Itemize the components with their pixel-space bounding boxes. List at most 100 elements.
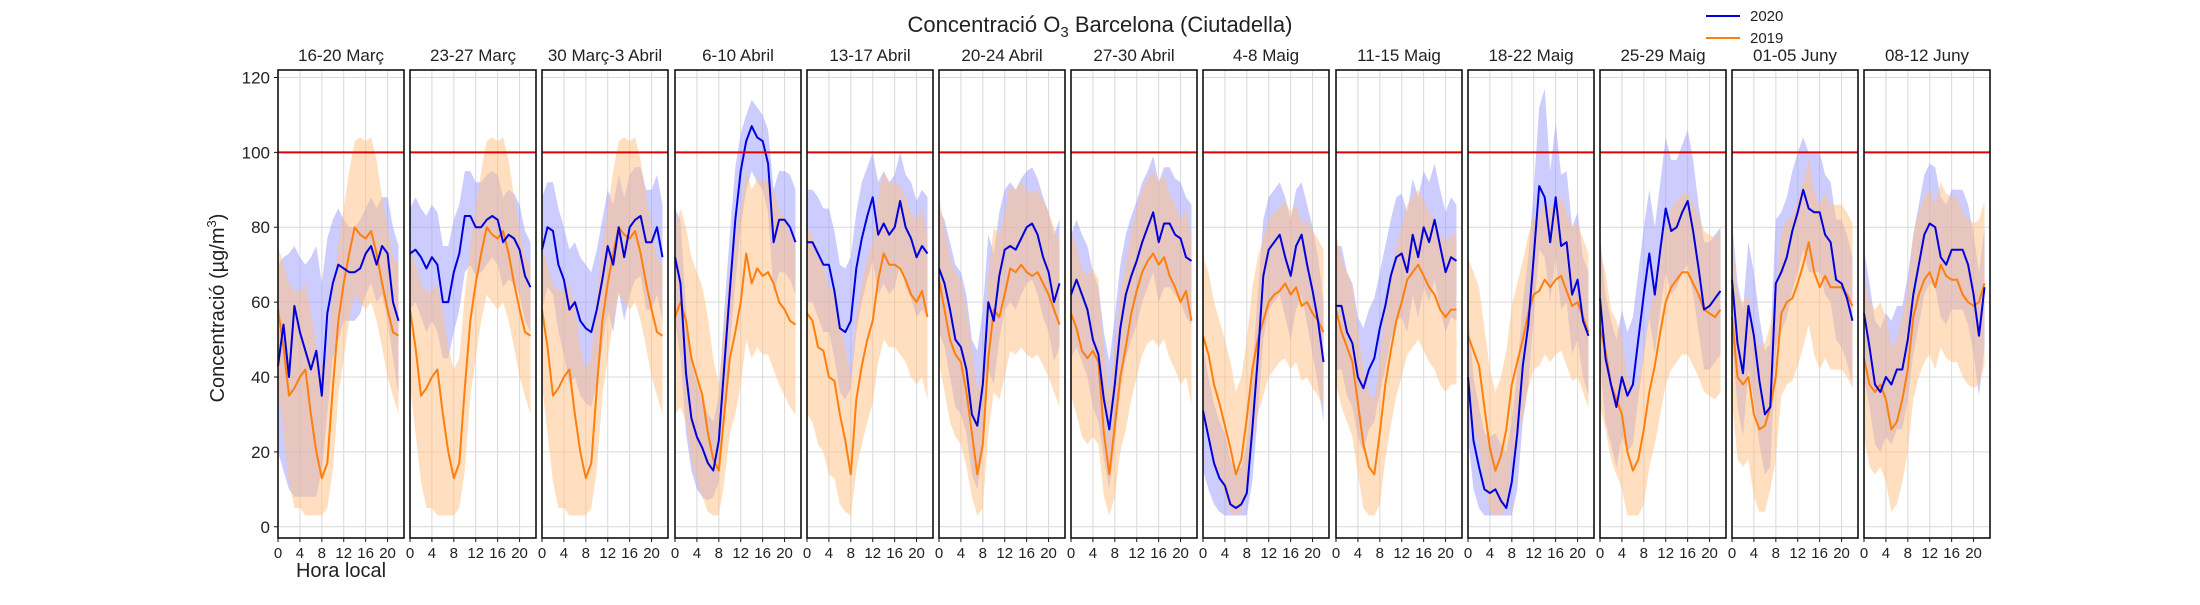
x-tick-label: 20 bbox=[1701, 545, 1718, 562]
series-2019-line bbox=[1863, 263, 1986, 431]
band-2019 bbox=[1732, 159, 1853, 512]
x-tick-label: 12 bbox=[1789, 545, 1806, 562]
panel-3: 30 Març-3 Abril 0 4 8 12 16 20 bbox=[538, 46, 669, 562]
series-2019-line bbox=[938, 263, 1061, 476]
x-tick-label: 8 bbox=[979, 545, 987, 562]
x-tick-label: 0 bbox=[1199, 545, 1207, 562]
panel-title: 16-20 Març bbox=[298, 46, 384, 65]
panel-13: 08-12 Juny 0 4 8 12 16 20 bbox=[1860, 46, 1991, 562]
panel-9: 11-15 Maig 0 4 8 12 16 20 bbox=[1332, 46, 1463, 562]
x-tick-label: 0 bbox=[1464, 545, 1472, 562]
panel-frame bbox=[806, 69, 934, 539]
x-tick-label: 4 bbox=[1750, 545, 1758, 562]
x-tick-label: 16 bbox=[886, 545, 903, 562]
x-tick-label: 4 bbox=[1882, 545, 1890, 562]
x-tick-label: 12 bbox=[732, 545, 749, 562]
y-tick-label: 40 bbox=[251, 368, 270, 387]
x-tick-label: 8 bbox=[1508, 545, 1516, 562]
x-tick-label: 0 bbox=[1596, 545, 1604, 562]
x-tick-label: 16 bbox=[1415, 545, 1432, 562]
series-2020-line bbox=[807, 196, 929, 334]
x-tick-label: 12 bbox=[599, 545, 616, 562]
panel-4: 6-10 Abril 0 4 8 12 16 20 bbox=[671, 46, 802, 562]
panel-title: 6-10 Abril bbox=[702, 46, 774, 65]
x-tick-label: 8 bbox=[1904, 545, 1912, 562]
chart-title-rest: Barcelona (Ciutadella) bbox=[1069, 12, 1293, 37]
x-tick-label: 4 bbox=[1089, 545, 1097, 562]
chart-title-subscript: 3 bbox=[1060, 24, 1068, 41]
x-tick-label: 16 bbox=[1282, 545, 1299, 562]
y-axis-label: Concentració (µg/m3) bbox=[204, 214, 229, 403]
x-tick-label: 4 bbox=[1618, 545, 1626, 562]
x-tick-label: 8 bbox=[450, 545, 458, 562]
x-tick-label: 0 bbox=[274, 545, 282, 562]
band-2019 bbox=[1600, 193, 1721, 516]
x-tick-label: 8 bbox=[1376, 545, 1384, 562]
series-2020-line bbox=[1070, 211, 1193, 431]
panel-frame bbox=[938, 69, 1066, 539]
x-tick-label: 16 bbox=[1943, 545, 1960, 562]
panel-frame bbox=[1070, 69, 1198, 539]
panel-frame bbox=[1335, 69, 1463, 539]
x-tick-label: 4 bbox=[428, 545, 436, 562]
series-2019-line bbox=[1731, 241, 1854, 431]
band-2019 bbox=[1864, 182, 1985, 512]
x-tick-label: 8 bbox=[715, 545, 723, 562]
x-tick-label: 16 bbox=[357, 545, 374, 562]
x-tick-label: 12 bbox=[1657, 545, 1674, 562]
x-tick-label: 16 bbox=[1018, 545, 1035, 562]
series-2019-line bbox=[1599, 271, 1722, 472]
x-tick-label: 0 bbox=[1067, 545, 1075, 562]
x-tick-label: 12 bbox=[335, 545, 352, 562]
x-tick-label: 8 bbox=[582, 545, 590, 562]
series-2019-line bbox=[1070, 252, 1193, 476]
panel-title: 4-8 Maig bbox=[1233, 46, 1299, 65]
x-tick-label: 4 bbox=[296, 545, 304, 562]
panel-frame bbox=[1731, 69, 1859, 539]
series-2019-line bbox=[1202, 282, 1325, 476]
x-tick-label: 12 bbox=[996, 545, 1013, 562]
x-tick-label: 20 bbox=[1965, 545, 1982, 562]
x-axis-label: Hora local bbox=[296, 560, 386, 582]
panel-5: 13-17 Abril 0 4 8 12 16 20 bbox=[803, 46, 934, 562]
legend: 2020 2019 bbox=[1706, 8, 1783, 47]
series-2020-line bbox=[277, 245, 400, 397]
band-2019 bbox=[1203, 201, 1324, 516]
panel-title: 11-15 Maig bbox=[1357, 46, 1441, 65]
y-tick-label: 20 bbox=[251, 443, 270, 462]
x-tick-label: 4 bbox=[957, 545, 965, 562]
panel-frame bbox=[277, 69, 405, 539]
panel-11: 25-29 Maig 0 4 8 12 16 20 bbox=[1596, 46, 1727, 562]
series-2020-line bbox=[938, 222, 1061, 427]
x-tick-label: 4 bbox=[1354, 545, 1362, 562]
panel-frame bbox=[541, 69, 669, 539]
panel-title: 25-29 Maig bbox=[1620, 46, 1705, 65]
series-2020-line bbox=[1731, 188, 1854, 416]
panel-7: 27-30 Abril 0 4 8 12 16 20 bbox=[1067, 46, 1198, 562]
x-tick-label: 0 bbox=[1332, 545, 1340, 562]
y-axis-label-superscript: 3 bbox=[204, 220, 219, 227]
x-tick-label: 8 bbox=[1243, 545, 1251, 562]
legend-label-2019: 2019 bbox=[1750, 30, 1783, 47]
x-tick-label: 20 bbox=[1304, 545, 1321, 562]
panel-title: 01-05 Juny bbox=[1753, 46, 1838, 65]
x-tick-label: 20 bbox=[379, 545, 396, 562]
panel-6: 20-24 Abril 0 4 8 12 16 20 bbox=[935, 46, 1066, 562]
y-axis-label-end: ) bbox=[207, 214, 229, 221]
x-tick-label: 12 bbox=[1921, 545, 1938, 562]
x-tick-label: 8 bbox=[318, 545, 326, 562]
chart-title: Concentració O3 Barcelona (Ciutadella) bbox=[908, 12, 1293, 41]
series-2020-line bbox=[1863, 222, 1986, 393]
panel-frame bbox=[409, 69, 537, 539]
panel-10: 18-22 Maig 0 4 8 12 16 20 bbox=[1464, 46, 1595, 562]
x-tick-label: 16 bbox=[1150, 545, 1167, 562]
x-tick-label: 12 bbox=[1260, 545, 1277, 562]
series-2019-line bbox=[1335, 263, 1457, 476]
series-2020-line bbox=[1202, 233, 1325, 509]
x-tick-label: 20 bbox=[1172, 545, 1189, 562]
x-tick-label: 0 bbox=[538, 545, 546, 562]
x-tick-label: 20 bbox=[1437, 545, 1454, 562]
series-2019-line bbox=[541, 226, 664, 480]
